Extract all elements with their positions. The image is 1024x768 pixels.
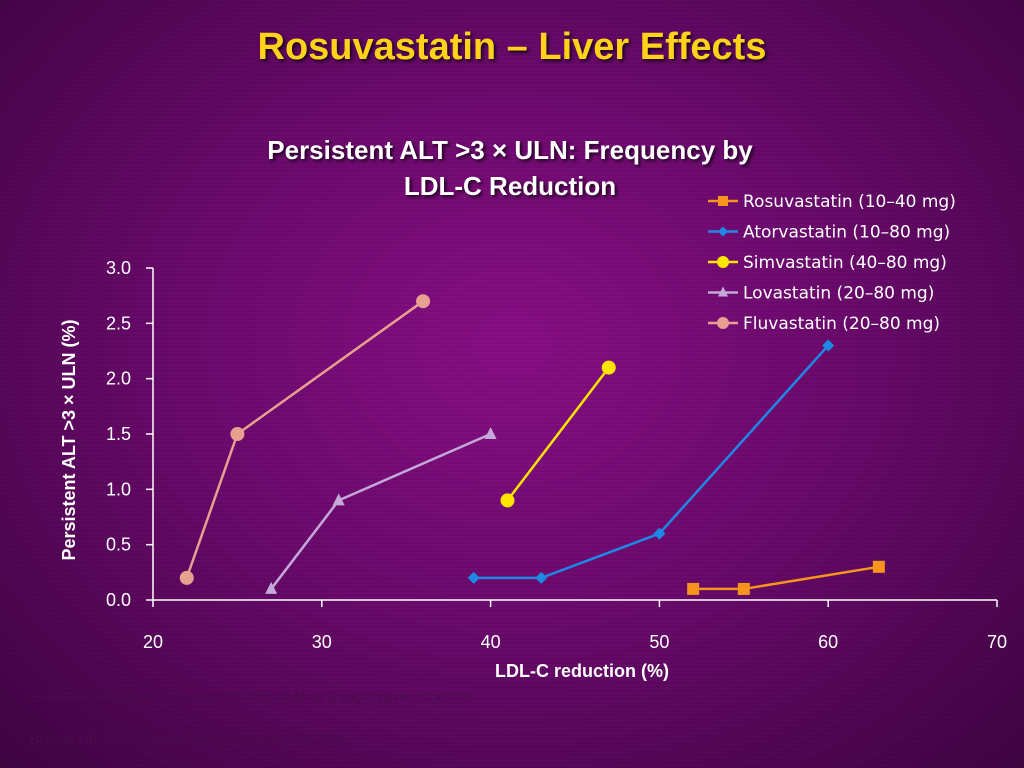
series-3 xyxy=(500,360,616,508)
series-line xyxy=(693,565,880,591)
legend-swatch-marker xyxy=(717,256,729,268)
data-point xyxy=(687,582,700,595)
chart-axes: 20 30 40 50 60 70 0.0 0.5 1.0 1.5 2.0 2.5 3.0 LDL-C r… xyxy=(59,258,1007,681)
data-point xyxy=(500,493,515,508)
legend-label: Simvastatin (40–80 mg) xyxy=(743,253,947,273)
legend-entry: Atorvastatin (10–80 mg) xyxy=(708,223,950,243)
footnote-reference: Brewer HB. Am J Cardiol 2003;92(Suppl):2… xyxy=(30,731,347,747)
chart-series xyxy=(179,294,885,595)
x-axis-label: LDL-C reduction (%) xyxy=(495,661,669,681)
series-line xyxy=(185,300,424,579)
x-tick-label: 20 xyxy=(143,632,163,652)
series-5 xyxy=(179,294,431,585)
series-2 xyxy=(467,339,835,584)
data-point xyxy=(535,571,548,584)
y-tick-label: 2.5 xyxy=(106,313,131,333)
y-tick-label: 2.0 xyxy=(106,369,131,389)
slide-title: Rosuvastatin – Liver Effects xyxy=(257,26,767,68)
chart-title: Persistent ALT >3 × ULN: Frequency by LD… xyxy=(190,132,830,204)
data-point xyxy=(484,427,497,439)
legend-swatch-marker xyxy=(718,226,728,237)
x-tick-label: 40 xyxy=(481,632,501,652)
reference-journal: Am J Cardiol xyxy=(105,731,186,747)
series-4 xyxy=(265,427,497,594)
legend-entry: Simvastatin (40–80 mg) xyxy=(708,253,947,273)
data-point xyxy=(416,294,431,309)
legend-entry: Fluvastatin (20–80 mg) xyxy=(708,314,940,334)
legend-entry: Rosuvastatin (10–40 mg) xyxy=(708,192,956,212)
chart-title-line-2: LDL-C Reduction xyxy=(403,171,617,201)
y-tick-label: 0.5 xyxy=(106,535,131,555)
data-point xyxy=(653,527,666,540)
legend-swatch-marker xyxy=(718,196,728,206)
y-tick-label: 1.5 xyxy=(106,424,131,444)
series-1 xyxy=(687,560,885,595)
data-point xyxy=(467,571,480,584)
y-tick-label: 0.0 xyxy=(106,590,131,610)
data-point xyxy=(737,582,750,595)
footnote-definition: Persistent elevation is elevation to >3 … xyxy=(30,688,474,704)
data-point xyxy=(601,360,616,375)
series-line xyxy=(473,344,830,580)
data-point xyxy=(265,581,278,594)
y-tick-label: 1.0 xyxy=(106,479,131,499)
x-tick-label: 30 xyxy=(312,632,332,652)
legend-label: Rosuvastatin (10–40 mg) xyxy=(743,192,956,212)
y-tick-label: 3.0 xyxy=(106,258,131,278)
legend-label: Lovastatin (20–80 mg) xyxy=(743,284,934,304)
series-line xyxy=(506,366,610,502)
legend-entry: Lovastatin (20–80 mg) xyxy=(708,284,934,304)
data-point xyxy=(179,570,194,585)
reference-author: Brewer HB. xyxy=(30,731,106,747)
legend-swatch-marker xyxy=(717,317,729,329)
data-point xyxy=(332,493,345,506)
data-point xyxy=(230,427,245,441)
x-tick-label: 60 xyxy=(818,632,838,652)
series-line xyxy=(270,432,492,590)
legend-label: Atorvastatin (10–80 mg) xyxy=(743,223,950,243)
chart-title-line-1: Persistent ALT >3 × ULN: Frequency by xyxy=(267,135,753,165)
reference-details: 2003;92(Suppl):23K–29K xyxy=(185,731,347,747)
data-point xyxy=(872,560,885,573)
x-tick-label: 50 xyxy=(649,632,669,652)
y-axis-label: Persistent ALT >3 × ULN (%) xyxy=(59,319,79,560)
legend-label: Fluvastatin (20–80 mg) xyxy=(743,314,940,334)
legend-swatch-marker xyxy=(718,286,728,297)
data-point xyxy=(822,339,835,352)
chart-legend: Rosuvastatin (10–40 mg) Atorvastatin (10–… xyxy=(708,192,956,334)
x-tick-label: 70 xyxy=(987,632,1007,652)
